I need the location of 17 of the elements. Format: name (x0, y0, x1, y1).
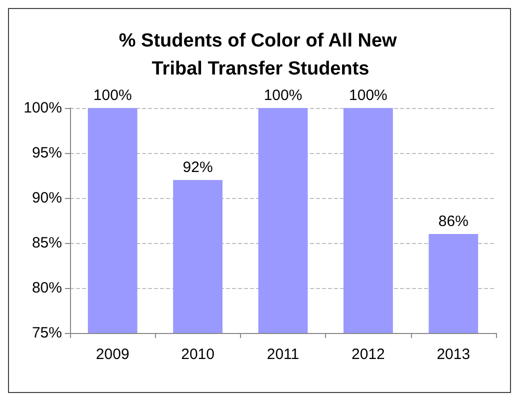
data-label: 92% (182, 159, 213, 176)
x-tick-label: 2012 (352, 346, 385, 363)
x-tick-label: 2011 (266, 346, 300, 363)
x-tick-label: 2010 (181, 346, 214, 363)
x-tick-label: 2009 (96, 346, 130, 363)
chart-title: % Students of Color of All New Tribal Transfer Students (118, 30, 402, 80)
y-tick-label: 75% (32, 324, 62, 342)
y-tick-label: 95% (32, 144, 62, 162)
y-tick-label: 80% (32, 280, 62, 296)
data-label: 100% (264, 87, 302, 104)
y-tick-label: 90% (32, 190, 62, 206)
x-tick-label: 2013 (436, 346, 470, 363)
data-label: 86% (438, 213, 468, 230)
y-tick-label: 85% (32, 234, 62, 252)
data-label: 100% (349, 87, 388, 104)
y-tick-label: 100% (24, 100, 62, 116)
data-label: 100% (93, 87, 132, 104)
